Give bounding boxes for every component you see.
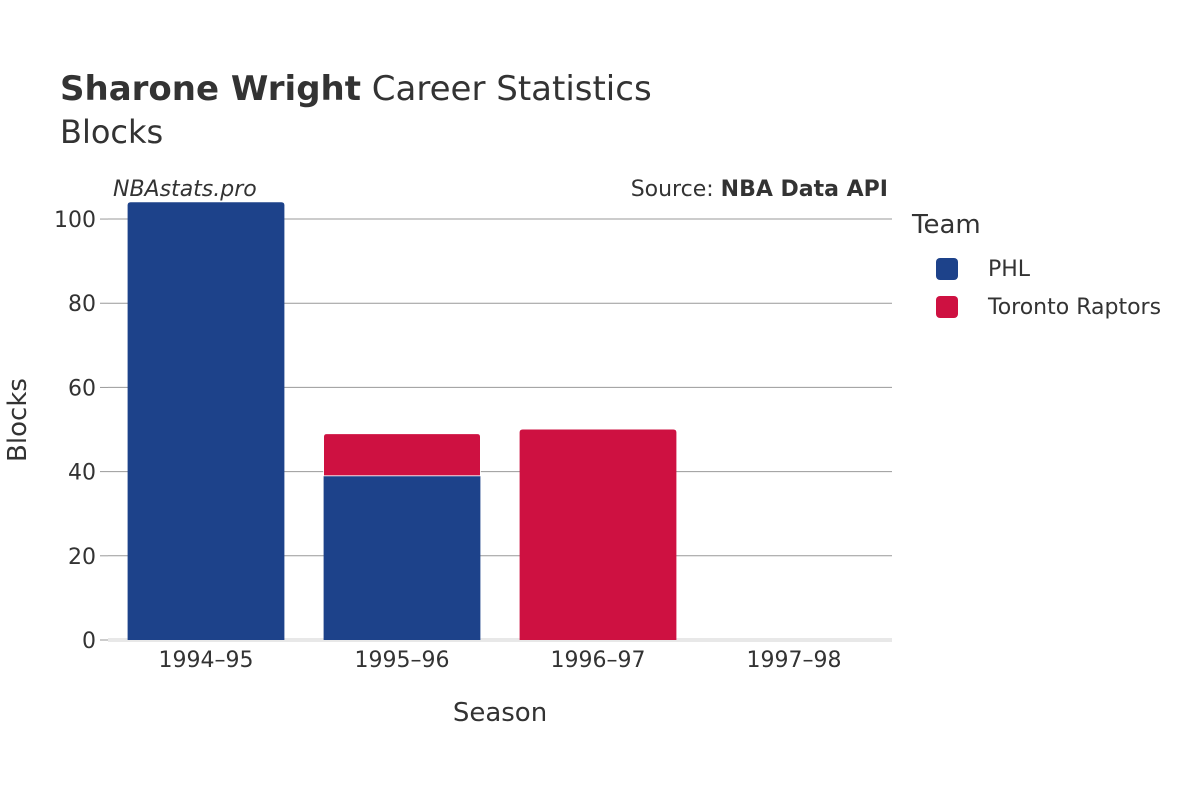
legend-item-phl[interactable]: PHL (936, 250, 1161, 288)
legend: Team PHL Toronto Raptors (912, 210, 1161, 326)
legend-label-toronto-raptors: Toronto Raptors (988, 294, 1162, 320)
chart-title-rest: Career Statistics (361, 69, 652, 109)
bar-toronto-raptors-1995–96[interactable] (323, 433, 481, 477)
legend-title: Team (912, 210, 981, 240)
bars (127, 202, 677, 640)
y-tick-label: 60 (68, 376, 96, 401)
x-axis-label: Season (453, 698, 547, 728)
y-tick-label: 40 (68, 461, 96, 486)
x-tick-label: 1994–95 (159, 648, 254, 673)
source-name: NBA Data API (720, 177, 888, 202)
source-prefix: Source: (630, 177, 721, 202)
y-tick-label: 20 (68, 545, 96, 570)
x-tick-labels: 1994–95 1995–96 1996–97 1997–98 (159, 648, 842, 673)
y-tick-label: 80 (68, 292, 96, 317)
bar-phl-1995–96[interactable] (323, 475, 481, 640)
chart-title-player: Sharone Wright (60, 69, 361, 109)
chart-subtitle: Blocks (60, 113, 164, 151)
y-tick-label: 0 (82, 629, 96, 654)
y-tick-label: 100 (54, 208, 96, 233)
bar-toronto-raptors-1996–97[interactable] (519, 429, 677, 640)
bar-phl-1994–95[interactable] (127, 202, 285, 640)
x-tick-label: 1997–98 (747, 648, 842, 673)
y-axis-label: Blocks (3, 378, 33, 462)
source-credit: Source: NBA Data API (631, 177, 888, 202)
y-tick-labels: 0 20 40 60 80 100 (54, 208, 96, 654)
x-tick-label: 1996–97 (551, 648, 646, 673)
legend-swatch-phl (936, 258, 958, 280)
legend-swatch-toronto-raptors (936, 296, 958, 318)
chart-title: Sharone Wright Career Statistics (60, 68, 652, 110)
legend-label-phl: PHL (988, 256, 1031, 282)
legend-item-toronto-raptors[interactable]: Toronto Raptors (936, 288, 1161, 326)
x-tick-label: 1995–96 (355, 648, 450, 673)
watermark: NBAstats.pro (113, 177, 257, 202)
